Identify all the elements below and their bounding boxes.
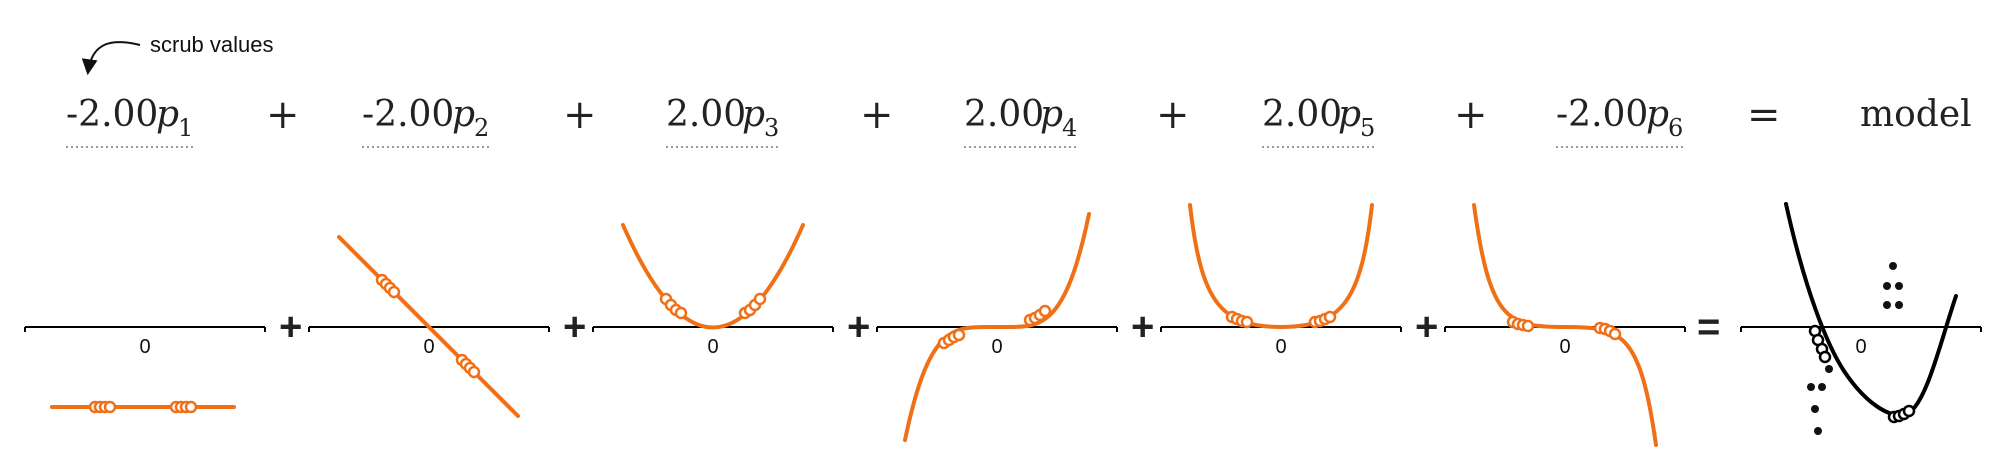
panel-plus-1: + — [279, 305, 302, 349]
zero-tick-label-5: 0 — [1275, 336, 1286, 358]
basis-panel-1: 0 — [24, 326, 266, 414]
scrub-label: scrub values — [150, 32, 274, 57]
data-point — [1818, 383, 1826, 391]
basis-curve-2 — [337, 235, 520, 418]
panel-plus-2: + — [563, 305, 586, 349]
sample-points-5 — [1225, 310, 1337, 329]
sample-point — [1818, 350, 1832, 364]
basis-curve-6 — [1472, 203, 1658, 447]
sample-point — [103, 400, 117, 414]
sample-point — [1902, 404, 1916, 418]
data-point — [1895, 301, 1903, 309]
variable-2: p — [452, 94, 475, 135]
subscript-2: 2 — [474, 114, 489, 142]
coefficient-value-3: 2.00 — [666, 94, 746, 135]
sample-point — [952, 328, 966, 342]
model-sample-points — [1808, 324, 1916, 424]
sample-point — [753, 292, 767, 306]
panel-plus-3: + — [847, 305, 870, 349]
data-point — [1889, 262, 1897, 270]
sample-point — [674, 306, 688, 320]
sample-points-1 — [88, 400, 198, 414]
subscript-1: 1 — [178, 114, 193, 142]
basis-curve-3 — [621, 223, 805, 330]
panel-plus-5: + — [1415, 305, 1438, 349]
coefficient-1[interactable]: -2.00 p 1 — [63, 92, 203, 152]
subscript-5: 5 — [1360, 114, 1375, 142]
subscript-3: 3 — [764, 114, 779, 142]
basis-curve-4 — [903, 212, 1091, 442]
sample-point — [467, 365, 481, 379]
coefficient-3[interactable]: 2.00 p 3 — [663, 92, 789, 152]
model-panel: 0 — [1740, 202, 1982, 435]
coefficient-value-5: 2.00 — [1262, 94, 1342, 135]
zero-tick-label-2: 0 — [423, 336, 434, 358]
data-point — [1825, 365, 1833, 373]
sample-points-4 — [937, 304, 1052, 350]
zero-tick-label-model: 0 — [1855, 336, 1866, 358]
equation-plus-1: + — [266, 92, 300, 138]
data-point — [1883, 282, 1891, 290]
basis-panel-2: 0 — [308, 235, 550, 418]
model-data-points — [1807, 262, 1903, 435]
sample-point — [1323, 310, 1337, 324]
coefficient-value-2: -2.00 — [362, 94, 454, 135]
zero-tick-label-1: 0 — [139, 336, 150, 358]
panel-equals: = — [1697, 305, 1720, 349]
subscript-6: 6 — [1668, 114, 1683, 142]
sample-point — [1038, 304, 1052, 318]
variable-4: p — [1040, 94, 1063, 135]
panels-row: 0 + 0 — [24, 202, 1982, 447]
data-point — [1814, 427, 1822, 435]
coefficient-value-4: 2.00 — [964, 94, 1044, 135]
data-point — [1883, 301, 1891, 309]
data-point — [1811, 405, 1819, 413]
equation-result-label: model — [1860, 94, 1972, 135]
sample-points-3 — [659, 292, 767, 320]
equation-plus-2: + — [563, 92, 597, 138]
scrub-arrow-icon — [81, 41, 141, 76]
data-point — [1807, 383, 1815, 391]
equation-plus-3: + — [860, 92, 894, 138]
coefficient-2[interactable]: -2.00 p 2 — [359, 92, 499, 152]
basis-panel-3: 0 — [592, 223, 834, 358]
data-point — [1895, 282, 1903, 290]
basis-panel-6: 0 — [1444, 203, 1686, 447]
zero-tick-label-6: 0 — [1559, 336, 1570, 358]
sample-points-2 — [375, 273, 481, 379]
sample-points-6 — [1506, 315, 1622, 341]
variable-1: p — [156, 94, 179, 135]
scrub-annotation: scrub values — [81, 32, 274, 76]
zero-tick-label-4: 0 — [991, 336, 1002, 358]
coefficient-5[interactable]: 2.00 p 5 — [1259, 92, 1385, 152]
basis-panel-5: 0 — [1160, 203, 1402, 358]
variable-6: p — [1646, 94, 1669, 135]
equation-plus-5: + — [1454, 92, 1488, 138]
subscript-4: 4 — [1062, 114, 1077, 142]
coefficient-6[interactable]: -2.00 p 6 — [1553, 92, 1693, 152]
basis-curve-5 — [1188, 203, 1374, 330]
model-curve — [1784, 202, 1958, 417]
equation-equals: = — [1747, 92, 1781, 138]
coefficient-4[interactable]: 2.00 p 4 — [961, 92, 1087, 152]
coefficient-value-6: -2.00 — [1556, 94, 1648, 135]
panel-plus-4: + — [1131, 305, 1154, 349]
zero-tick-label-3: 0 — [707, 336, 718, 358]
sample-point — [1521, 319, 1535, 333]
sample-point — [1608, 327, 1622, 341]
sample-point — [184, 400, 198, 414]
variable-3: p — [742, 94, 765, 135]
equation-row: -2.00 p 1 + -2.00 p 2 + 2.00 p 3 + 2.00 — [63, 92, 1972, 152]
sample-point — [387, 285, 401, 299]
variable-5: p — [1338, 94, 1361, 135]
basis-panel-4: 0 — [876, 212, 1118, 442]
sample-point — [1240, 315, 1254, 329]
equation-plus-4: + — [1156, 92, 1190, 138]
coefficient-value-1: -2.00 — [66, 94, 158, 135]
